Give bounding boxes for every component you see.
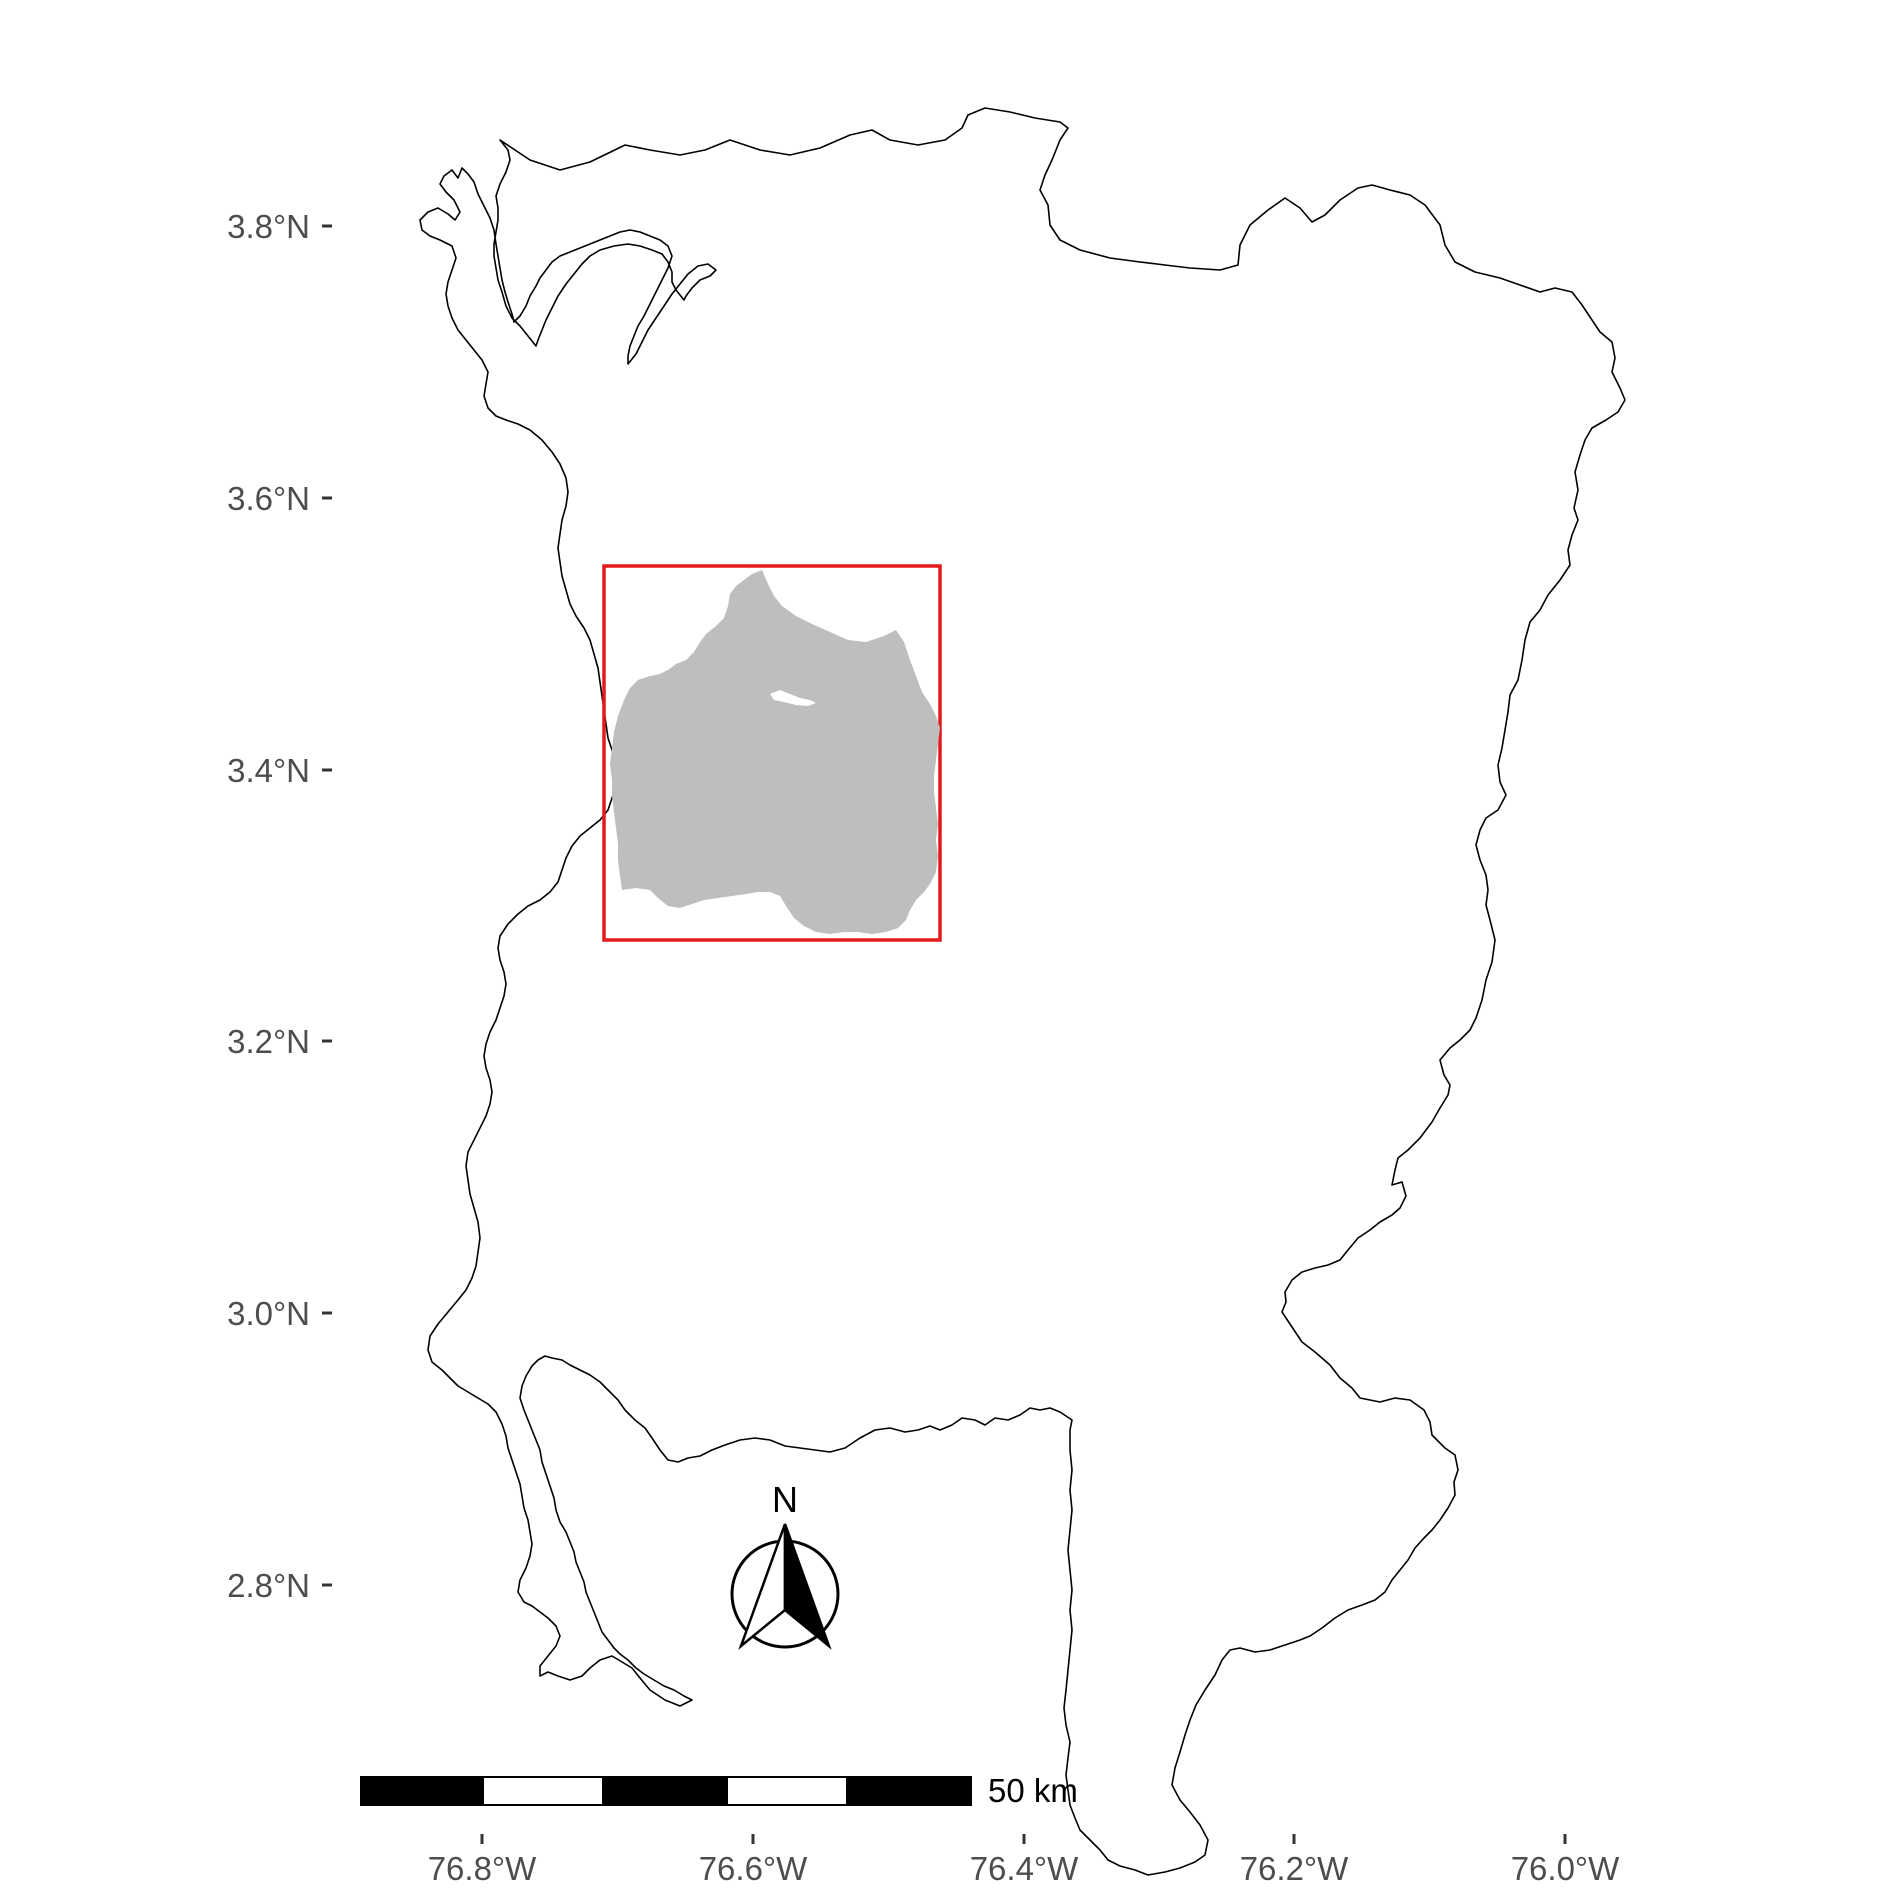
x-tick-label: 76.8°W <box>428 1850 537 1887</box>
x-axis: 76.8°W 76.6°W 76.4°W 76.2°W 76.0°W <box>428 1834 1620 1887</box>
scale-bar-segment <box>846 1776 972 1806</box>
y-tick-label: 3.8°N <box>227 208 310 245</box>
lake <box>770 690 816 706</box>
north-arrow-right-half <box>783 1523 832 1650</box>
department-boundary <box>419 107 1626 1876</box>
study-region <box>610 570 940 934</box>
y-axis: 3.8°N 3.6°N 3.4°N 3.2°N 3.0°N 2.8°N <box>227 208 332 1604</box>
y-tick-label: 3.4°N <box>227 752 310 789</box>
north-arrow-label: N <box>772 1479 798 1520</box>
highlight-box <box>602 564 942 942</box>
y-tick-label: 2.8°N <box>227 1567 310 1604</box>
scale-bar: 50 km <box>360 1772 1078 1809</box>
north-arrow-left-half <box>738 1523 787 1650</box>
y-tick-label: 3.6°N <box>227 480 310 517</box>
north-arrow: N <box>730 1479 840 1650</box>
scale-bar-label: 50 km <box>988 1772 1078 1809</box>
scale-bar-segment <box>602 1776 728 1806</box>
x-tick-label: 76.2°W <box>1240 1850 1349 1887</box>
scale-bar-segment <box>482 1776 604 1806</box>
x-tick-label: 76.0°W <box>1511 1850 1620 1887</box>
x-tick-label: 76.6°W <box>699 1850 808 1887</box>
y-tick-label: 3.0°N <box>227 1295 310 1332</box>
scale-bar-segment <box>360 1776 484 1806</box>
y-tick-label: 3.2°N <box>227 1023 310 1060</box>
scale-bar-segment <box>726 1776 848 1806</box>
x-tick-label: 76.4°W <box>970 1850 1079 1887</box>
